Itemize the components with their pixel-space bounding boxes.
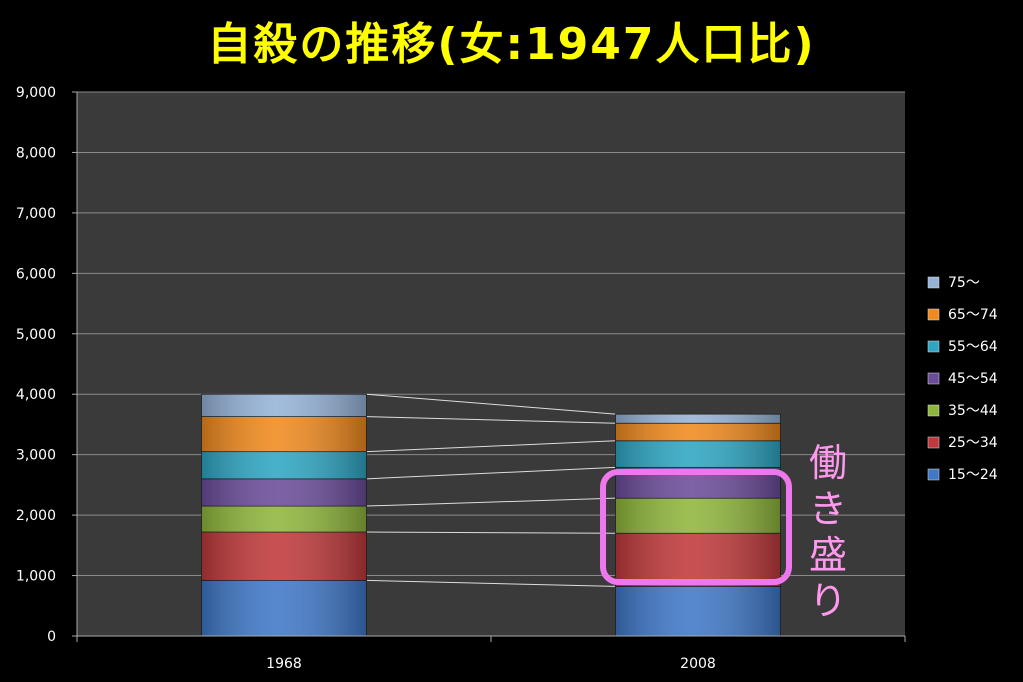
x-tick-label: 2008	[680, 656, 716, 672]
legend-label: 55〜64	[948, 339, 998, 355]
y-tick-label: 4,000	[16, 387, 56, 403]
series-connector-line	[366, 416, 616, 424]
series-connector-line	[366, 393, 616, 415]
legend-swatch	[927, 308, 940, 321]
y-tick-label: 1,000	[16, 569, 56, 585]
y-tick-label: 3,000	[16, 448, 56, 464]
legend-label: 75〜	[948, 275, 980, 291]
highlight-box	[600, 469, 792, 585]
bar-segment-shade	[615, 440, 781, 468]
legend-label: 65〜74	[948, 307, 998, 323]
bar-segment-shade	[615, 498, 781, 534]
x-tick-label: 1968	[266, 656, 302, 672]
legend-swatch	[927, 372, 940, 385]
legend-swatch	[927, 468, 940, 481]
legend-swatch	[927, 436, 940, 449]
bar-segment-shade	[201, 416, 367, 452]
series-connector-line	[366, 579, 616, 587]
bar-segment-shade	[201, 451, 367, 479]
series-connector-line	[366, 531, 616, 534]
legend-label: 45〜54	[948, 371, 998, 387]
bar-segment-shade	[201, 478, 367, 507]
legend-label: 35〜44	[948, 403, 998, 419]
legend-swatch	[927, 340, 940, 353]
series-connector-line	[366, 497, 616, 507]
annotation-label: 働き盛り	[808, 441, 847, 623]
y-tick-label: 6,000	[16, 266, 56, 282]
bar-segment-shade	[615, 533, 781, 587]
bar-segment-shade	[615, 414, 781, 424]
chart-title: 自殺の推移(女:1947人口比)	[207, 19, 816, 70]
y-tick-label: 0	[47, 629, 56, 645]
y-tick-label: 2,000	[16, 508, 56, 524]
series-connector-line	[366, 440, 616, 453]
bar-segment-shade	[615, 586, 781, 636]
bar-segment-shade	[201, 580, 367, 636]
legend-swatch	[927, 276, 940, 289]
bar-segment-shade	[201, 506, 367, 533]
series-connector-line	[366, 466, 616, 480]
legend-label: 15〜24	[948, 467, 998, 483]
y-tick-label: 8,000	[16, 145, 56, 161]
legend-swatch	[927, 404, 940, 417]
bar-segment-shade	[615, 423, 781, 441]
y-tick-label: 7,000	[16, 206, 56, 222]
bar-segment-shade	[201, 532, 367, 581]
bar-segment-shade	[201, 394, 367, 417]
y-tick-label: 9,000	[16, 85, 56, 101]
legend-label: 25〜34	[948, 435, 998, 451]
y-tick-label: 5,000	[16, 327, 56, 343]
